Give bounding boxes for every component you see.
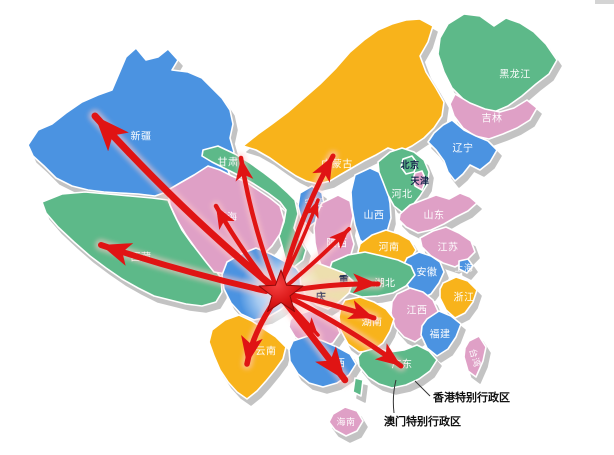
label-shandong: 山东	[424, 209, 445, 222]
label-anhui: 安徽	[417, 266, 438, 279]
label-gansu: 甘肃	[218, 156, 239, 169]
label-jilin: 吉林	[482, 112, 503, 125]
hong-kong-leader-line	[414, 380, 431, 397]
label-shanxi: 山西	[364, 210, 385, 222]
label-heilongjiang: 黑龙江	[499, 68, 531, 81]
label-fujian: 福建	[430, 328, 451, 341]
arrow-to-neimenggu	[279, 153, 336, 286]
label-jiangxi: 江西	[407, 305, 428, 317]
arrow-to-ningxia	[278, 198, 320, 287]
sar-annotations: 香港特别行政区 澳门特别行政区	[384, 379, 510, 428]
hong-kong-annotation: 香港特别行政区	[432, 390, 510, 404]
label-hebei: 河北	[392, 189, 413, 201]
arrow-to-xizang	[98, 242, 269, 294]
label-shanghai: 上海	[454, 262, 473, 273]
label-zhejiang: 浙江	[454, 292, 475, 304]
label-henan: 河南	[379, 241, 400, 254]
origin-star-icon	[258, 269, 304, 313]
label-liaoning: 辽宁	[453, 142, 474, 155]
arrow-to-shaanxi	[282, 227, 351, 290]
label-tianjin: 天津	[410, 175, 429, 186]
screen-edge-artifact	[595, 0, 614, 4]
label-hainan: 海南	[336, 416, 355, 427]
label-beijing: 北京	[400, 159, 419, 170]
macau-annotation: 澳门特别行政区	[384, 414, 461, 428]
arrow-to-gansu	[235, 155, 278, 287]
arrow-to-guangdong	[283, 293, 404, 369]
label-yunnan: 云南	[256, 345, 277, 358]
arrow-to-hunan	[285, 291, 377, 321]
china-map[interactable]	[27, 13, 558, 437]
macau-leader-line	[392, 379, 397, 414]
label-jiangsu: 江苏	[438, 241, 459, 254]
label-xinjiang: 新疆	[131, 130, 152, 143]
arrow-to-xinjiang	[91, 112, 276, 290]
arrow-to-qinghai	[213, 203, 274, 290]
